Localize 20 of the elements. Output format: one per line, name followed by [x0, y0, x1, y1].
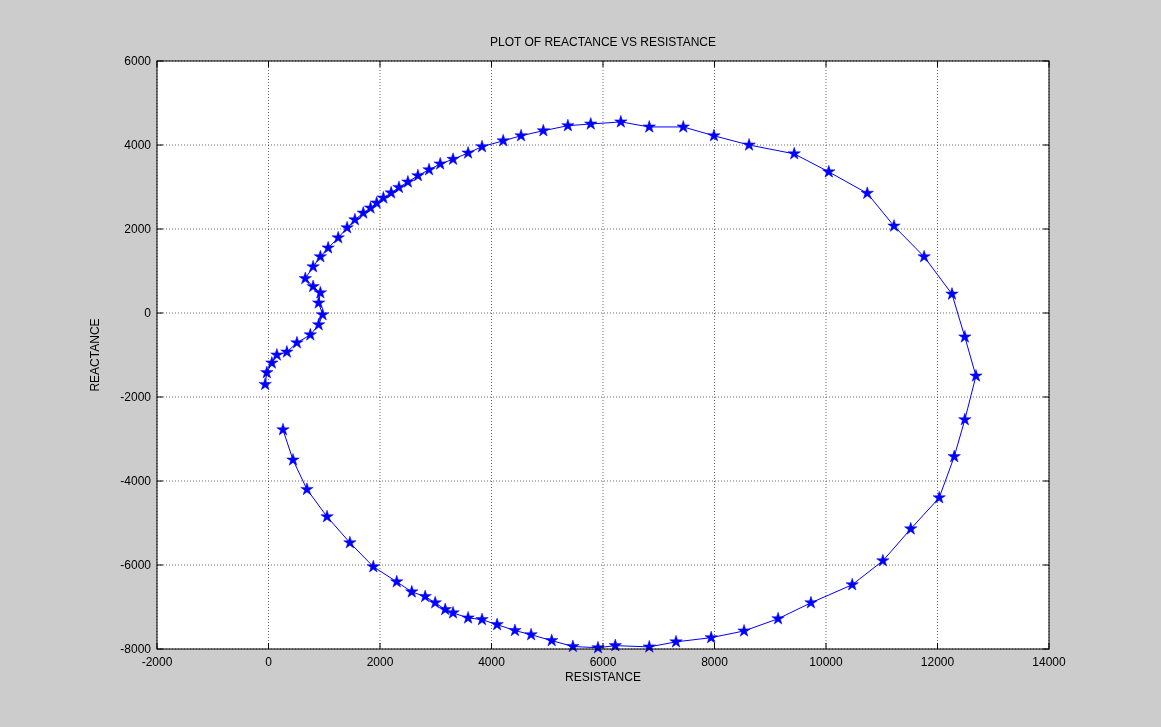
- y-tick-label: -4000: [120, 474, 152, 488]
- y-tick-label: -8000: [120, 642, 152, 656]
- x-tick-label: -2000: [141, 655, 173, 669]
- x-axis-title: RESISTANCE: [565, 670, 641, 684]
- y-tick-label: 6000: [124, 54, 152, 68]
- x-tick-label: 0: [265, 655, 273, 669]
- x-tick-label: 12000: [920, 655, 955, 669]
- y-tick-label: 2000: [124, 222, 152, 236]
- y-tick-label: 4000: [124, 138, 152, 152]
- y-axis-title: REACTANCE: [88, 318, 102, 392]
- chart-title: PLOT OF REACTANCE VS RESISTANCE: [489, 35, 717, 49]
- x-tick-label: 14000: [1032, 655, 1067, 669]
- x-tick-label: 10000: [809, 655, 844, 669]
- x-tick-label: 2000: [366, 655, 394, 669]
- x-tick-label: 6000: [589, 655, 617, 669]
- x-tick-label: 4000: [478, 655, 506, 669]
- y-tick-label: 0: [144, 306, 152, 320]
- x-tick-label: 8000: [701, 655, 729, 669]
- y-tick-label: -2000: [120, 390, 152, 404]
- y-tick-label: -6000: [120, 558, 152, 572]
